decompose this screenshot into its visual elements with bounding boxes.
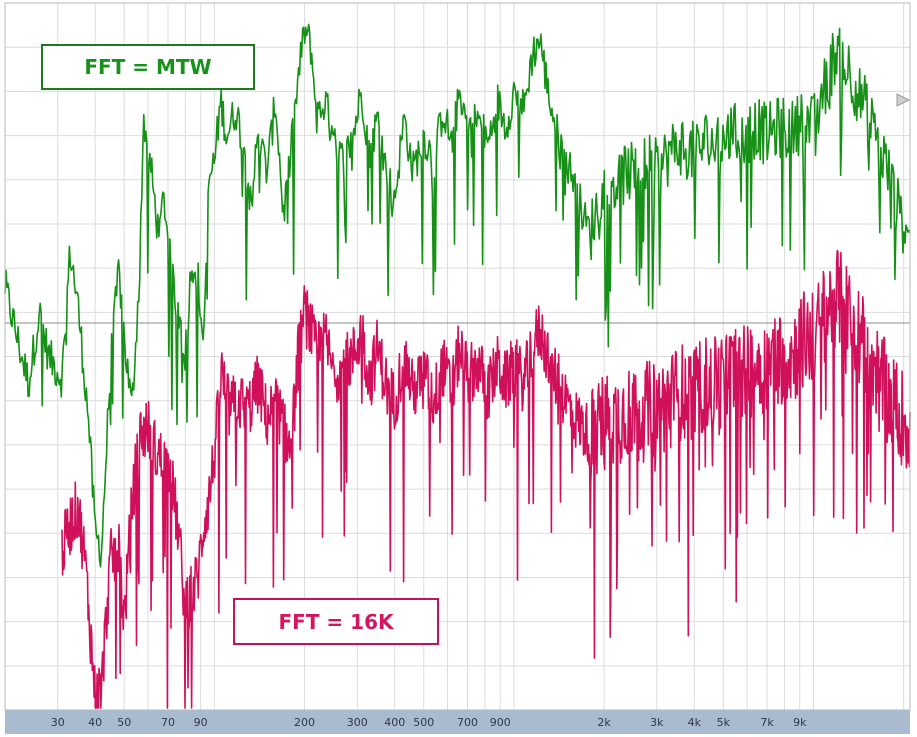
x-tick-label: 70 — [161, 716, 175, 729]
x-axis-ticks: 30 40 50 70 90 200 300 400 500 700 900 2k 3k 4k 5k 7k 9k — [51, 716, 807, 729]
level-marker-icon[interactable] — [896, 93, 911, 107]
x-tick-label: 300 — [347, 716, 368, 729]
x-tick-label: 9k — [793, 716, 807, 729]
x-tick-label: 4k — [688, 716, 702, 729]
x-tick-label: 40 — [88, 716, 102, 729]
x-tick-label: 2k — [597, 716, 611, 729]
x-tick-label: 30 — [51, 716, 65, 729]
x-axis-bar — [5, 710, 910, 734]
x-tick-label: 7k — [760, 716, 774, 729]
x-tick-label: 5k — [717, 716, 731, 729]
x-tick-label: 3k — [650, 716, 664, 729]
series-16k-line — [61, 249, 911, 709]
series-layer — [4, 23, 911, 709]
x-tick-label: 200 — [294, 716, 315, 729]
x-tick-label: 90 — [194, 716, 208, 729]
x-tick-label: 50 — [117, 716, 131, 729]
x-tick-label: 400 — [384, 716, 405, 729]
x-tick-label: 700 — [457, 716, 478, 729]
fft-mtw-label: FFT = MTW — [41, 44, 255, 90]
fft-16k-label: FFT = 16K — [233, 598, 439, 645]
x-tick-label: 500 — [413, 716, 434, 729]
x-tick-label: 900 — [490, 716, 511, 729]
series-mtw-line — [4, 23, 911, 568]
